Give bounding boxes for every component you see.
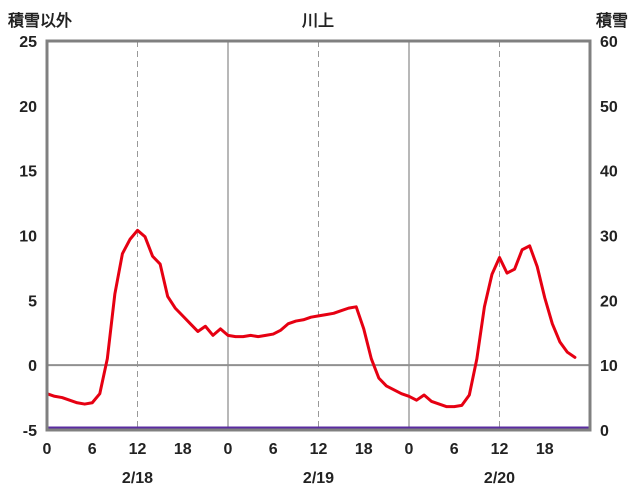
left-axis-tick-label: 15 xyxy=(19,164,37,181)
right-axis-tick-label: 0 xyxy=(600,423,609,440)
left-axis-tick-label: 5 xyxy=(28,293,37,310)
hour-tick-label: 12 xyxy=(310,441,328,458)
hour-tick-label: 12 xyxy=(491,441,509,458)
temperature-line xyxy=(45,228,577,409)
date-label: 2/20 xyxy=(484,470,515,487)
left-axis-tick-label: 20 xyxy=(19,99,37,116)
hour-tick-label: 12 xyxy=(129,441,147,458)
right-axis-tick-label: 20 xyxy=(600,293,618,310)
right-axis-tick-label: 10 xyxy=(600,358,618,375)
right-axis-title: 積雪 xyxy=(595,13,628,30)
hour-tick-label: 6 xyxy=(88,441,97,458)
left-axis-tick-label: 25 xyxy=(19,34,37,51)
hour-tick-label: 0 xyxy=(405,441,414,458)
hour-tick-label: 18 xyxy=(355,441,373,458)
right-axis-tick-label: 30 xyxy=(600,229,618,246)
left-axis-tick-label: 10 xyxy=(19,229,37,246)
hour-tick-label: 18 xyxy=(536,441,554,458)
hour-tick-label: 6 xyxy=(450,441,459,458)
hour-tick-label: 0 xyxy=(224,441,233,458)
chart-title: 川上 xyxy=(301,13,334,30)
left-axis-tick-label: 0 xyxy=(28,358,37,375)
left-axis-tick-label: -5 xyxy=(23,423,37,440)
right-axis-tick-label: 40 xyxy=(600,164,618,181)
date-label: 2/19 xyxy=(303,470,334,487)
right-axis-tick-label: 50 xyxy=(600,99,618,116)
right-axis-tick-label: 60 xyxy=(600,34,618,51)
hour-tick-label: 6 xyxy=(269,441,278,458)
left-axis-title: 積雪以外 xyxy=(8,13,73,30)
hour-tick-label: 0 xyxy=(43,441,52,458)
date-label: 2/18 xyxy=(122,470,153,487)
hour-tick-label: 18 xyxy=(174,441,192,458)
plot-frame xyxy=(45,39,592,432)
